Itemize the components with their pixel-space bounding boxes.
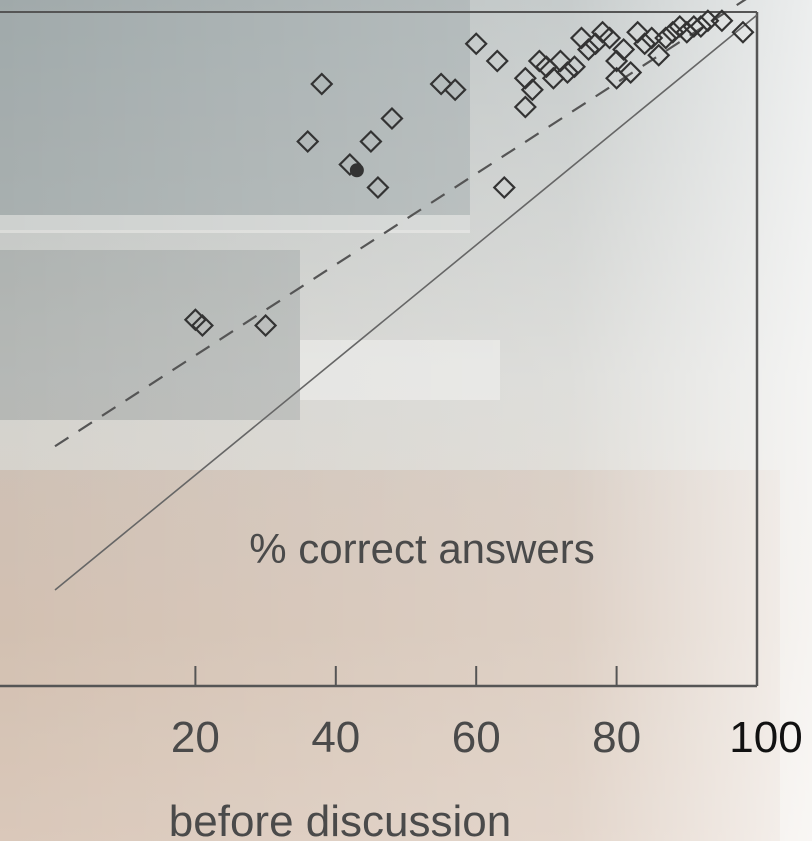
plot-area bbox=[0, 0, 759, 688]
data-point bbox=[555, 60, 580, 85]
data-point bbox=[359, 129, 383, 154]
x-tick-label: 60 bbox=[452, 713, 501, 762]
data-point bbox=[633, 32, 657, 56]
data-point bbox=[689, 14, 713, 39]
identity-line bbox=[54, 14, 758, 591]
data-point bbox=[190, 313, 214, 338]
data-point bbox=[598, 26, 622, 50]
x-tick-label: 40 bbox=[311, 713, 360, 762]
data-point bbox=[612, 37, 636, 62]
data-point bbox=[254, 313, 278, 338]
x-axis-ticks: 20 40 60 80 100 bbox=[171, 666, 803, 762]
data-point bbox=[562, 55, 587, 79]
data-point bbox=[296, 129, 320, 154]
data-point bbox=[464, 32, 488, 56]
data-point bbox=[485, 49, 509, 73]
data-point bbox=[731, 20, 755, 44]
data-point bbox=[443, 78, 467, 102]
data-point bbox=[366, 175, 390, 200]
data-point bbox=[647, 43, 671, 67]
data-point bbox=[380, 106, 404, 131]
data-point bbox=[710, 9, 734, 33]
data-point bbox=[310, 72, 334, 96]
data-point bbox=[492, 175, 516, 200]
data-point bbox=[619, 60, 643, 85]
mean-point bbox=[349, 163, 364, 178]
x-tick-label: 100 bbox=[729, 713, 802, 762]
data-point bbox=[576, 37, 601, 62]
x-tick-label: 20 bbox=[171, 713, 220, 762]
x-axis-label: before discussion bbox=[169, 797, 511, 841]
data-point bbox=[513, 95, 537, 119]
data-point bbox=[654, 26, 678, 50]
x-tick-label: 80 bbox=[592, 713, 641, 762]
data-point bbox=[429, 72, 453, 96]
chart-annotation: % correct answers bbox=[249, 525, 594, 572]
data-point bbox=[338, 152, 362, 177]
data-point bbox=[513, 66, 537, 90]
